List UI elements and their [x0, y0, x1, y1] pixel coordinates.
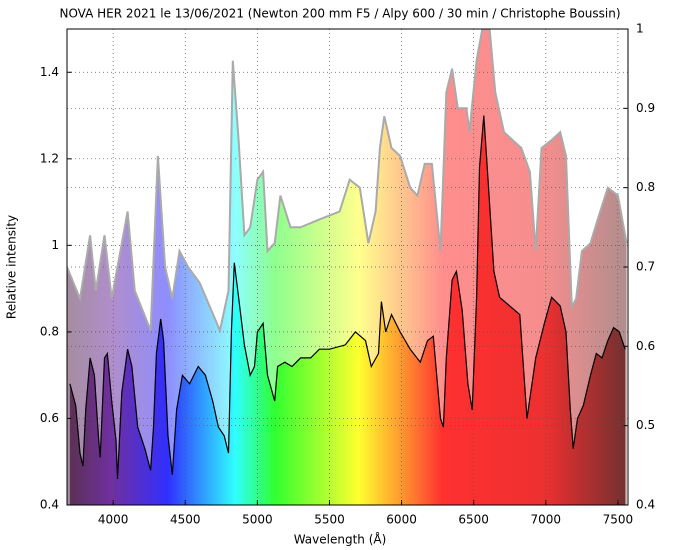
- x-tick-label: 7500: [603, 513, 634, 527]
- spectrum-line: [67, 29, 628, 334]
- x-tick-label: 6000: [386, 513, 417, 527]
- y2-tick-label: 0.4: [636, 498, 655, 512]
- fills: [67, 29, 627, 505]
- y-axis-label: Relative intensity: [5, 215, 19, 319]
- y2-tick-label: 0.8: [636, 180, 655, 194]
- spectrum-line: [69, 115, 626, 480]
- y-tick-label: 1: [51, 238, 59, 252]
- y-tick-label: 0.4: [40, 498, 59, 512]
- lines: [67, 29, 628, 480]
- y2-tick-label: 0.9: [636, 101, 655, 115]
- y-tick-label: 1.4: [40, 65, 59, 79]
- x-tick-label: 5000: [242, 513, 273, 527]
- x-tick-label: 4500: [170, 513, 201, 527]
- y2-tick-label: 0.6: [636, 339, 655, 353]
- spectrum-area: [69, 115, 626, 505]
- x-tick-label: 4000: [98, 513, 129, 527]
- x-tick-label: 5500: [314, 513, 345, 527]
- plot-frame: [66, 28, 629, 506]
- x-tick-label: 7000: [531, 513, 562, 527]
- y2-tick-label: 1: [636, 22, 644, 36]
- x-tick-label: 6500: [458, 513, 489, 527]
- y2-tick-label: 0.7: [636, 260, 655, 274]
- y-tick-label: 0.6: [40, 411, 59, 425]
- chart-title: NOVA HER 2021 le 13/06/2021 (Newton 200 …: [59, 7, 620, 21]
- y-tick-label: 0.8: [40, 324, 59, 338]
- y2-tick-label: 0.5: [636, 418, 655, 432]
- x-axis-label: Wavelength (Å): [294, 532, 387, 547]
- y-tick-label: 1.2: [40, 151, 59, 165]
